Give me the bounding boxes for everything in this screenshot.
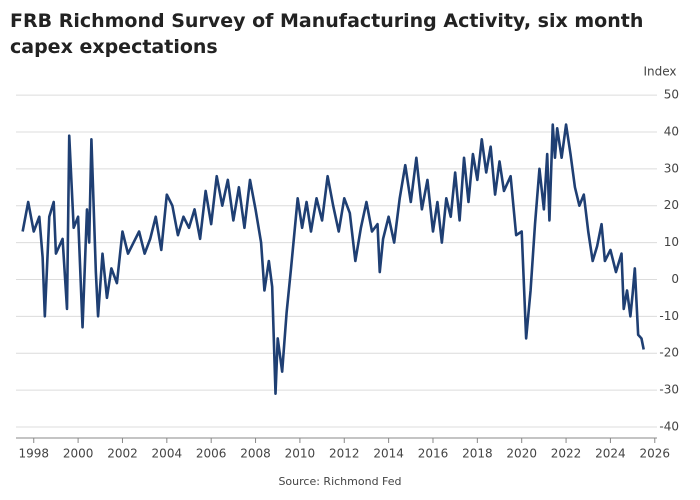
y-tick-label: -30: [659, 383, 679, 397]
source: Source: Richmond Fed: [278, 475, 401, 488]
y-tick-label: 20: [664, 198, 679, 212]
x-tick-label: 2022: [551, 447, 582, 461]
x-tick-label: 2006: [196, 447, 227, 461]
y-tick-label: 40: [664, 124, 679, 138]
x-tick-label: 2002: [107, 447, 138, 461]
x-tick-label: 2012: [329, 447, 360, 461]
y-tick-label: -40: [659, 419, 679, 433]
x-tick-label: 2016: [418, 447, 449, 461]
y-tick-label: -10: [659, 309, 679, 323]
y-tick-label: 50: [664, 88, 679, 102]
x-tick-label: 2026: [640, 447, 671, 461]
x-tick-label: 2024: [595, 447, 626, 461]
x-tick-label: 2004: [152, 447, 183, 461]
y-tick-label: 10: [664, 235, 679, 249]
y-tick-label: 0: [671, 272, 679, 286]
chart-title: FRB Richmond Survey of Manufacturing Act…: [10, 10, 644, 58]
x-tick-label: 2000: [63, 447, 94, 461]
x-tick-label: 1998: [18, 447, 49, 461]
y-axis-label: Index: [643, 65, 676, 79]
x-tick-label: 2008: [240, 447, 271, 461]
data-line: [21, 123, 645, 396]
x-tick-label: 2020: [506, 447, 537, 461]
x-tick-label: 2014: [373, 447, 404, 461]
x-tick-label: 2010: [285, 447, 316, 461]
y-tick-label: -20: [659, 346, 679, 360]
x-tick-label: 2018: [462, 447, 493, 461]
y-tick-label: 30: [664, 161, 679, 175]
